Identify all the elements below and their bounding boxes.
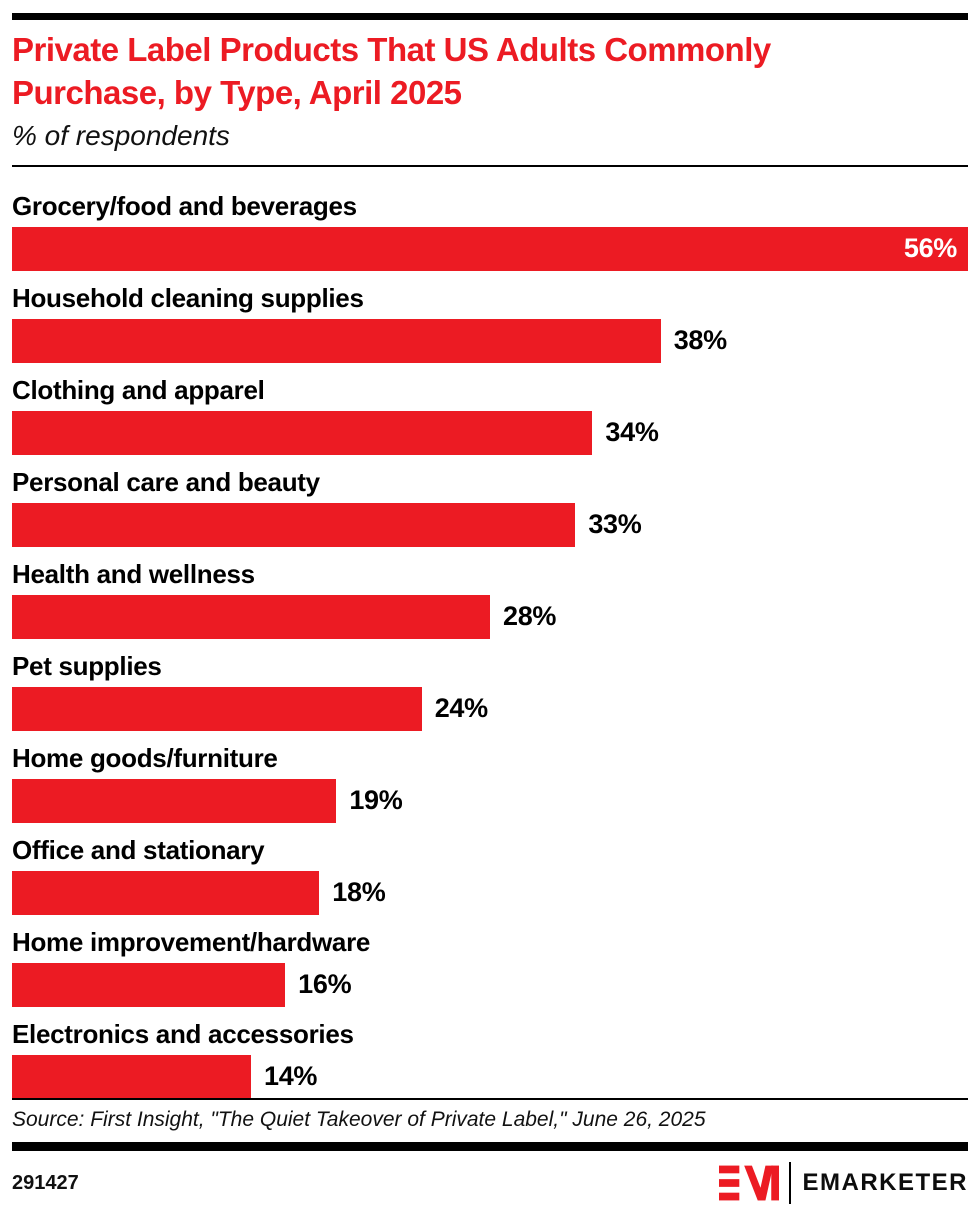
header-divider bbox=[12, 164, 968, 167]
bar-row: Grocery/food and beverages 56% bbox=[12, 192, 968, 271]
bar bbox=[12, 1054, 251, 1099]
footer: Source: First Insight, "The Quiet Takeov… bbox=[12, 1098, 968, 1213]
emarketer-logo: EMARKETER bbox=[719, 1162, 968, 1204]
chart-subtitle: % of respondents bbox=[12, 119, 230, 151]
value-label-outside: 19% bbox=[349, 785, 403, 816]
logo-wordmark: EMARKETER bbox=[802, 1169, 968, 1196]
bar bbox=[12, 870, 320, 915]
bar bbox=[12, 778, 337, 823]
bar: 56% bbox=[12, 226, 968, 271]
category-label: Grocery/food and beverages bbox=[12, 190, 357, 221]
source-text: Source: First Insight, "The Quiet Takeov… bbox=[12, 1108, 706, 1131]
bar bbox=[12, 410, 593, 455]
bar-track: 34% bbox=[12, 410, 968, 455]
bar bbox=[12, 502, 576, 547]
category-label: Home goods/furniture bbox=[12, 742, 278, 773]
bar bbox=[12, 318, 661, 363]
bar-track: 24% bbox=[12, 686, 968, 731]
bar-row: Pet supplies 24% bbox=[12, 652, 968, 731]
top-rule bbox=[12, 13, 968, 20]
category-label: Electronics and accessories bbox=[12, 1018, 354, 1049]
category-label: Personal care and beauty bbox=[12, 466, 320, 497]
bar-row: Household cleaning supplies 38% bbox=[12, 284, 968, 363]
bar-track: 16% bbox=[12, 962, 968, 1007]
bar-track: 56% bbox=[12, 226, 968, 271]
value-label-outside: 38% bbox=[673, 325, 727, 356]
bar-track: 28% bbox=[12, 594, 968, 639]
bar-track: 38% bbox=[12, 318, 968, 363]
logo-divider bbox=[789, 1162, 792, 1204]
chart-id: 291427 bbox=[12, 1171, 79, 1194]
bar-row: Electronics and accessories 14% bbox=[12, 1020, 968, 1099]
bar-row: Home goods/furniture 19% bbox=[12, 744, 968, 823]
bar-chart: Grocery/food and beverages 56% Household… bbox=[12, 192, 968, 1099]
value-label-outside: 34% bbox=[605, 417, 659, 448]
value-label-outside: 24% bbox=[434, 693, 488, 724]
footer-rule bbox=[12, 1142, 968, 1151]
footer-row: 291427 EMARKETER bbox=[12, 1151, 968, 1213]
value-label-outside: 28% bbox=[503, 601, 557, 632]
category-label: Household cleaning supplies bbox=[12, 282, 364, 313]
bar-row: Office and stationary 18% bbox=[12, 836, 968, 915]
bar-row: Health and wellness 28% bbox=[12, 560, 968, 639]
bar-track: 18% bbox=[12, 870, 968, 915]
bar-row: Clothing and apparel 34% bbox=[12, 376, 968, 455]
source-divider bbox=[12, 1098, 968, 1100]
value-label-outside: 33% bbox=[588, 509, 642, 540]
bar-track: 19% bbox=[12, 778, 968, 823]
category-label: Office and stationary bbox=[12, 834, 265, 865]
category-label: Clothing and apparel bbox=[12, 374, 265, 405]
bar bbox=[12, 962, 286, 1007]
chart-title: Private Label Products That US Adults Co… bbox=[12, 31, 771, 111]
bar-track: 33% bbox=[12, 502, 968, 547]
category-label: Pet supplies bbox=[12, 650, 162, 681]
value-label-outside: 18% bbox=[332, 877, 386, 908]
bar bbox=[12, 686, 422, 731]
bar-track: 14% bbox=[12, 1054, 968, 1099]
emarketer-logo-icon bbox=[719, 1165, 780, 1201]
bar-row: Home improvement/hardware 16% bbox=[12, 928, 968, 1007]
category-label: Health and wellness bbox=[12, 558, 255, 589]
bar bbox=[12, 594, 490, 639]
value-label-inside: 56% bbox=[903, 233, 957, 264]
bar-row: Personal care and beauty 33% bbox=[12, 468, 968, 547]
category-label: Home improvement/hardware bbox=[12, 926, 371, 957]
value-label-outside: 16% bbox=[298, 969, 352, 1000]
value-label-outside: 14% bbox=[264, 1061, 318, 1092]
